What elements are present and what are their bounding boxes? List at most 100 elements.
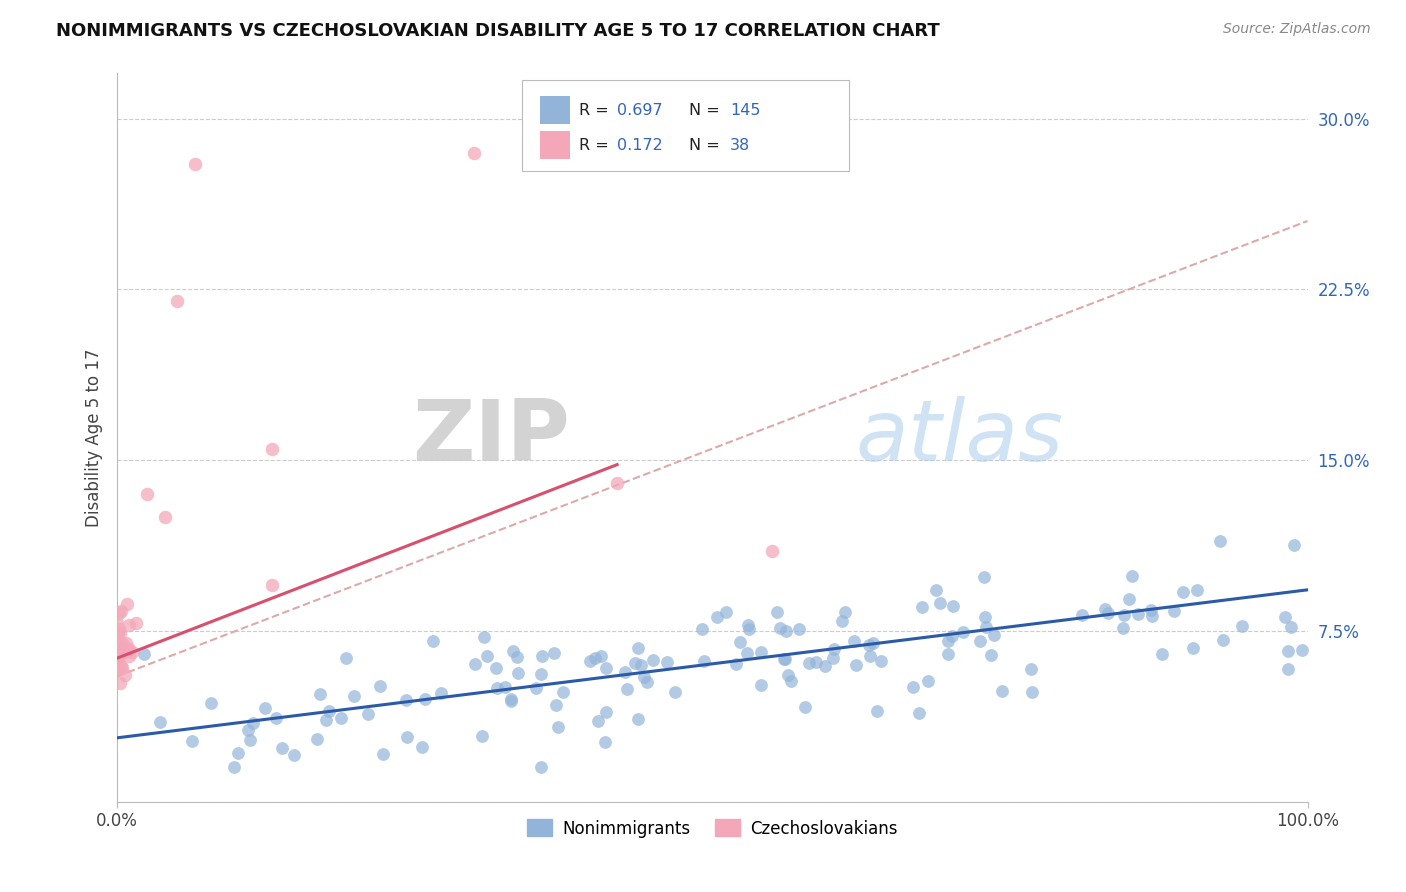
Point — [690, 622, 713, 636]
Point — [761, 544, 783, 558]
Point — [627, 640, 650, 655]
Point — [318, 705, 340, 719]
Point — [464, 657, 486, 671]
Point — [125, 615, 148, 630]
Point — [115, 642, 138, 657]
Point — [706, 609, 728, 624]
Point — [114, 668, 136, 682]
Point — [973, 570, 995, 584]
Point — [107, 625, 129, 640]
Point — [329, 711, 352, 725]
Point — [111, 636, 134, 650]
Point — [226, 746, 249, 760]
Point — [105, 661, 128, 675]
Point — [1163, 603, 1185, 617]
Point — [866, 704, 889, 718]
Text: Source: ZipAtlas.com: Source: ZipAtlas.com — [1223, 22, 1371, 37]
Point — [1094, 602, 1116, 616]
Point — [1019, 663, 1042, 677]
Point — [373, 747, 395, 762]
Point — [1277, 662, 1299, 676]
Point — [283, 747, 305, 762]
Point — [738, 622, 761, 636]
Point — [166, 293, 188, 308]
Point — [870, 654, 893, 668]
Point — [108, 626, 131, 640]
Point — [1212, 633, 1234, 648]
Point — [623, 656, 645, 670]
Point — [114, 636, 136, 650]
Point — [222, 759, 245, 773]
Point — [413, 691, 436, 706]
Text: R =: R = — [579, 137, 614, 153]
Point — [368, 680, 391, 694]
Point — [118, 641, 141, 656]
Point — [776, 667, 799, 681]
Point — [664, 685, 686, 699]
Point — [1112, 621, 1135, 635]
Point — [307, 731, 329, 746]
Bar — [540, 131, 569, 159]
Point — [991, 683, 1014, 698]
Point — [1140, 608, 1163, 623]
Point — [974, 610, 997, 624]
Point — [395, 693, 418, 707]
Text: N =: N = — [689, 103, 724, 118]
Point — [149, 715, 172, 730]
Point — [343, 689, 366, 703]
Point — [901, 681, 924, 695]
Point — [641, 653, 664, 667]
Point — [928, 596, 950, 610]
Point — [613, 665, 636, 679]
Point — [842, 633, 865, 648]
Point — [530, 667, 553, 681]
Point — [595, 705, 617, 719]
Point — [583, 650, 606, 665]
Point — [1232, 618, 1254, 632]
Point — [655, 655, 678, 669]
Text: atlas: atlas — [855, 396, 1063, 479]
Point — [936, 648, 959, 662]
Point — [821, 650, 844, 665]
Point — [264, 711, 287, 725]
Y-axis label: Disability Age 5 to 17: Disability Age 5 to 17 — [86, 348, 103, 526]
Point — [1071, 608, 1094, 623]
Point — [1282, 537, 1305, 551]
Point — [200, 697, 222, 711]
Point — [616, 681, 638, 696]
Text: R =: R = — [579, 103, 614, 118]
Point — [779, 673, 801, 688]
Point — [813, 658, 835, 673]
Point — [546, 698, 568, 712]
Point — [238, 723, 260, 737]
Point — [579, 654, 602, 668]
Point — [1209, 534, 1232, 549]
Point — [862, 636, 884, 650]
Text: 38: 38 — [730, 137, 751, 153]
Point — [430, 686, 453, 700]
Point — [980, 648, 1002, 662]
Point — [315, 713, 337, 727]
Point — [983, 627, 1005, 641]
Point — [1274, 610, 1296, 624]
Point — [105, 657, 128, 671]
Point — [253, 701, 276, 715]
Point — [471, 729, 494, 743]
Point — [725, 657, 748, 671]
Point — [107, 656, 129, 670]
Point — [1112, 608, 1135, 623]
Point — [589, 649, 612, 664]
Point — [485, 681, 508, 695]
Point — [1277, 644, 1299, 658]
Point — [773, 652, 796, 666]
Point — [396, 730, 419, 744]
Text: ZIP: ZIP — [412, 396, 569, 479]
Point — [107, 660, 129, 674]
Point — [121, 644, 143, 658]
Point — [834, 606, 856, 620]
Point — [530, 648, 553, 663]
Point — [308, 687, 330, 701]
Point — [793, 700, 815, 714]
Point — [789, 623, 811, 637]
Point — [108, 676, 131, 690]
